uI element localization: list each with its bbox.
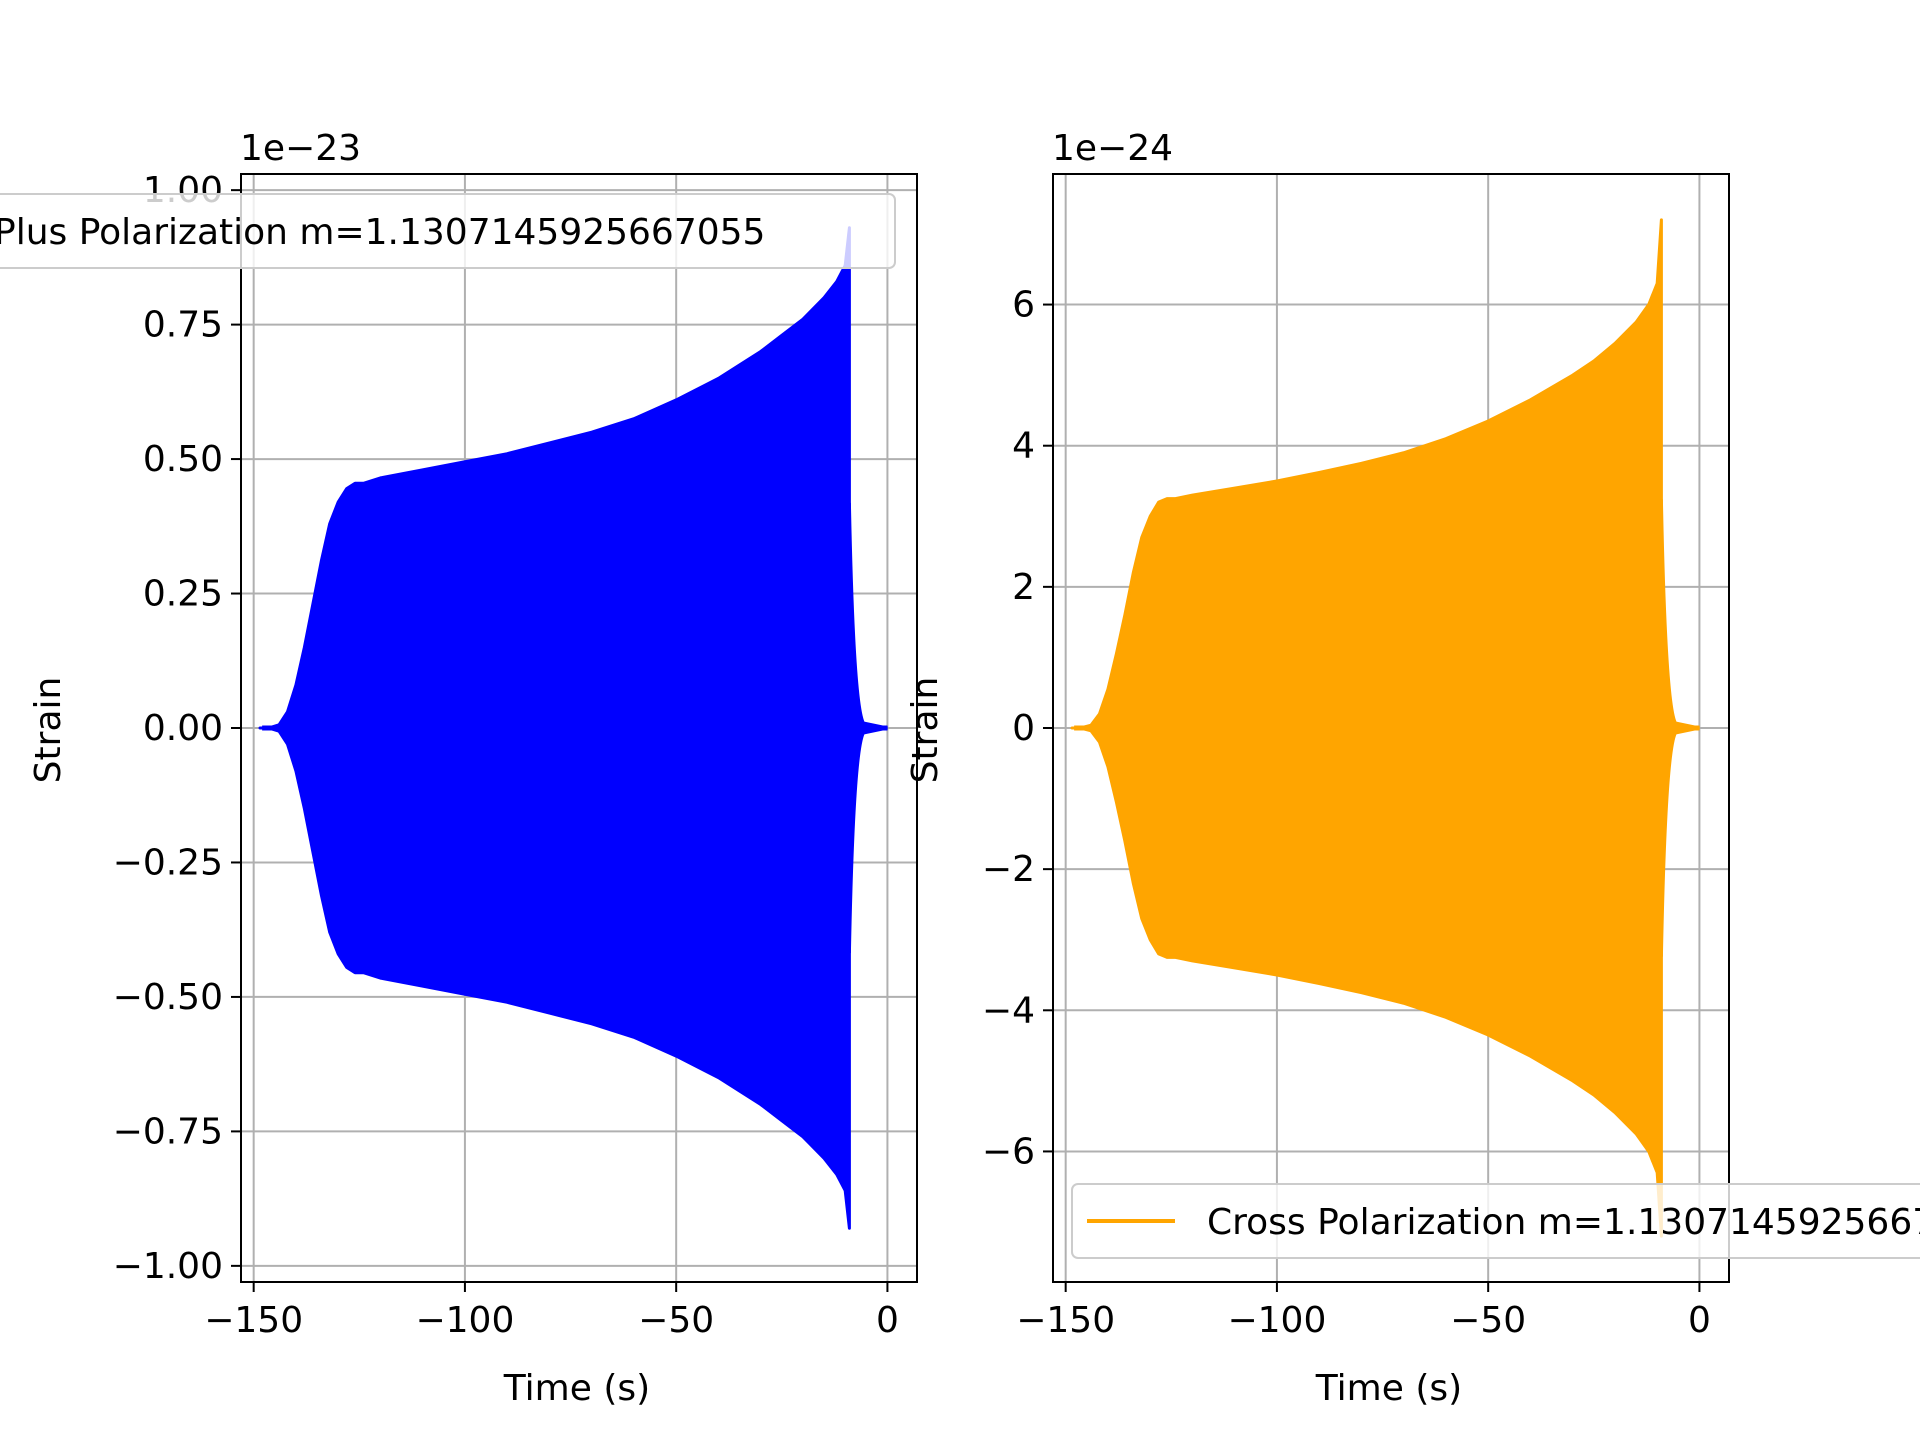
y-tick-label: −0.25: [113, 842, 223, 883]
y-ticks: −1.00−0.75−0.50−0.250.000.250.500.751.00: [113, 170, 241, 1287]
legend: Plus Polarization m=1.1307145925667055: [0, 193, 896, 269]
y-tick-label: 0.00: [143, 708, 223, 749]
x-ticks: −150 −100 −50 0: [204, 1282, 899, 1341]
x-tick-label: −50: [638, 1300, 714, 1341]
y-tick-label: 0: [1012, 708, 1035, 749]
y-tick-label: −0.75: [113, 1111, 223, 1152]
plus-polarization-panel: −150 −100 −50 0 −1.00 −0.75 −0.50 −0.25 0.00 0.2…: [0, 128, 918, 1409]
x-axis-label: Time (s): [503, 1368, 650, 1409]
waveform-cross: [1070, 218, 1700, 1238]
x-ticks: −150 −100 −50 0: [1016, 1282, 1711, 1341]
legend-box: [0, 193, 896, 269]
x-tick-label: −50: [1450, 1300, 1526, 1341]
y-tick-label: −1.00: [113, 1246, 223, 1287]
x-tick-label: −100: [1227, 1300, 1326, 1341]
y-tick-label: 2: [1012, 567, 1035, 608]
y-tick-label: 4: [1012, 426, 1035, 467]
y-tick-label: 0.75: [143, 305, 223, 346]
x-tick-label: 0: [876, 1300, 899, 1341]
x-tick-label: −100: [415, 1300, 514, 1341]
y-tick-label: 0.50: [143, 439, 223, 480]
y-offset-label: 1e−23: [240, 128, 361, 169]
x-tick-label: 0: [1688, 1300, 1711, 1341]
y-tick-label: −6: [982, 1131, 1035, 1172]
x-tick-label: −150: [1016, 1300, 1115, 1341]
y-tick-label: −4: [982, 990, 1035, 1031]
waveform-plus: [258, 226, 888, 1230]
legend-label: Plus Polarization m=1.1307145925667055: [0, 212, 765, 253]
legend-label: Cross Polarization m=1.1307145925667055: [1207, 1202, 1920, 1243]
y-ticks: −6 −4 −2 0 2 4 6: [982, 285, 1053, 1172]
y-tick-label: 6: [1012, 285, 1035, 326]
legend: Cross Polarization m=1.1307145925667055: [1071, 1183, 1920, 1259]
y-axis-label: Strain: [905, 677, 946, 784]
y-tick-label: −0.50: [113, 977, 223, 1018]
cross-polarization-panel: −150 −100 −50 0 −6 −4 −2 0 2 4 6 1e−24 Time (s) S…: [905, 128, 1920, 1409]
y-tick-label: −2: [982, 849, 1035, 890]
y-tick-label: 0.25: [143, 574, 223, 615]
y-offset-label: 1e−24: [1052, 128, 1173, 169]
y-axis-label: Strain: [28, 677, 69, 784]
x-axis-label: Time (s): [1315, 1368, 1462, 1409]
x-tick-label: −150: [204, 1300, 303, 1341]
legend-box: [1071, 1183, 1920, 1259]
